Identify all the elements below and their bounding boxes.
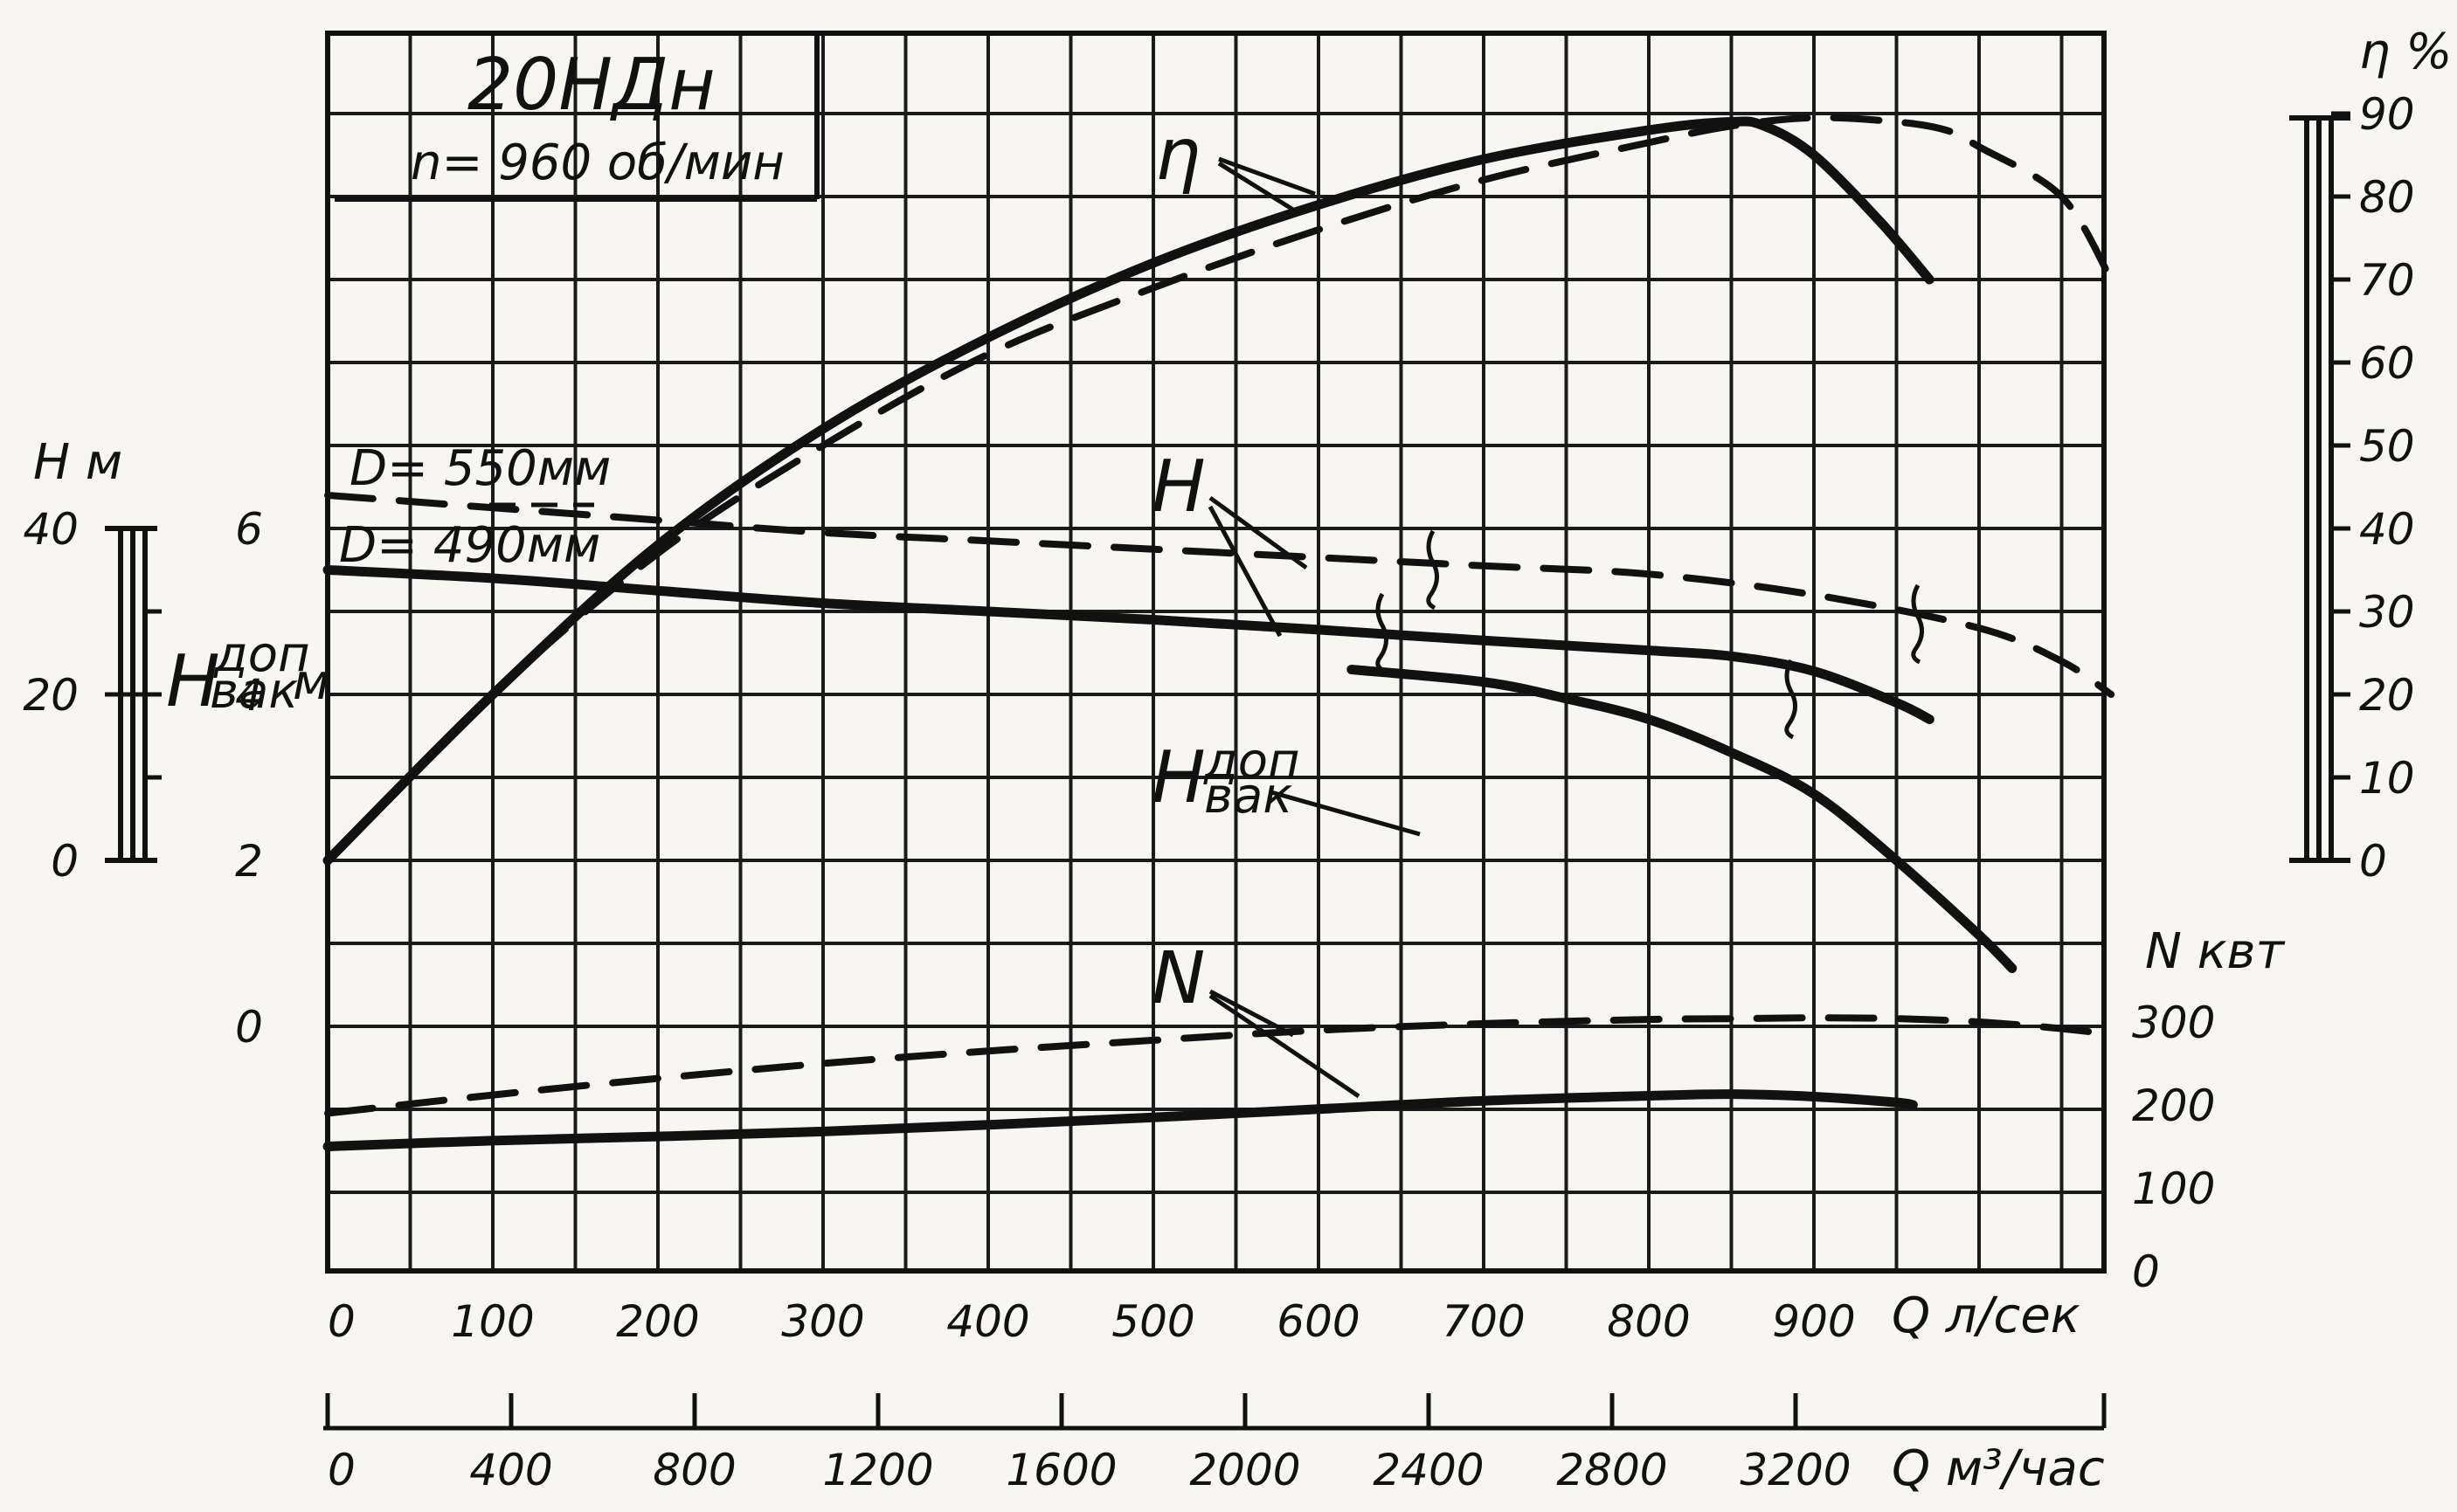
axis-title-q-m3h: Q м³/час (1892, 1440, 2105, 1497)
tick-labels: 0 100 200 300 400 500 600 700 800 900010203040506… (23, 89, 2414, 1347)
axis-title-h: Н м (33, 434, 122, 491)
hvac-tick-label: 0 (235, 1002, 263, 1053)
eta-tick-label: 50 (2359, 421, 2415, 472)
axis-title-n: N квт (2145, 923, 2286, 980)
plot-frame (325, 31, 2107, 1274)
x2-tick-label: 1200 (822, 1445, 933, 1495)
x2-tick-label: 2400 (1373, 1445, 1484, 1495)
x-tick-label: 300 (781, 1296, 864, 1347)
x2-tick-label: 400 (469, 1445, 552, 1495)
n-tick-label: 300 (2132, 998, 2215, 1048)
series-H-solid (322, 565, 1934, 724)
axis-title-eta: η % (2359, 24, 2453, 80)
eta-tick-label: 60 (2359, 338, 2415, 389)
svg-text:доп: доп (1203, 733, 1300, 790)
x-tick-label: 700 (1442, 1296, 1525, 1347)
x2-tick-label: 1600 (1006, 1445, 1117, 1495)
eta-tick-label: 70 (2359, 255, 2415, 306)
n-tick-label: 100 (2132, 1163, 2215, 1214)
series-N-solid (322, 1089, 1918, 1151)
eta-tick-label: 30 (2359, 587, 2415, 638)
series-Hvac-solid (1346, 665, 2018, 973)
eta-tick-label: 0 (2359, 836, 2387, 887)
n-tick-label: 0 (2132, 1246, 2160, 1297)
x2-tick-label: 800 (653, 1445, 736, 1495)
x2-tick-label: 3200 (1740, 1445, 1851, 1495)
x2-tick-label: 0 (328, 1445, 356, 1495)
svg-text:Н: Н (1152, 736, 1206, 819)
grid (328, 33, 2104, 1271)
eta-tick-label: 10 (2359, 753, 2415, 804)
svg-text:Н: Н (166, 640, 220, 723)
curve-label-h: Н (1152, 445, 1206, 528)
scale-bar-right (2289, 115, 2350, 863)
curve-label-n: N (1152, 937, 1205, 1020)
secondary-x-axis: 0 400 800 1200 1600 2000 2400 2800 3200 Q м³/час (323, 1393, 2107, 1497)
h-tick-label: 0 (51, 836, 79, 887)
axis-title-hvac: Н доп вак м (166, 626, 329, 723)
label-d490: D= 490мм (339, 517, 600, 574)
hvac-tick-label: 2 (235, 836, 263, 887)
eta-tick-label: 40 (2359, 504, 2415, 555)
eta-tick-label: 90 (2359, 89, 2415, 140)
svg-text:вак: вак (210, 663, 298, 720)
x-tick-label: 200 (616, 1296, 699, 1347)
scale-bar-left (105, 526, 162, 863)
series-eta-dashed (324, 114, 2115, 864)
annotations: η Н Н доп вак N D= 550мм D= 490мм (339, 114, 1924, 1099)
label-d550: D= 550мм (350, 440, 611, 497)
chart-title: 20НДн (467, 44, 716, 127)
x-tick-label: 100 (451, 1296, 534, 1347)
svg-text:м: м (293, 654, 329, 711)
x-tick-label: 400 (946, 1296, 1029, 1347)
n-tick-label: 200 (2132, 1080, 2215, 1131)
h-tick-label: 20 (23, 670, 79, 721)
x-tick-label: 500 (1111, 1296, 1194, 1347)
eta-tick-label: 80 (2359, 172, 2415, 223)
curve-label-eta: η (1155, 114, 1201, 197)
curve-label-hvac: Н доп вак (1152, 733, 1300, 825)
x-tick-label: 600 (1277, 1296, 1360, 1347)
chart-subtitle: n= 960 об/мин (411, 135, 785, 191)
h-tick-label: 40 (23, 504, 79, 555)
axis-title-q-ls: Q л/сек (1892, 1288, 2080, 1344)
x2-tick-label: 2000 (1189, 1445, 1300, 1495)
curves (322, 114, 2115, 1151)
hvac-tick-label: 6 (235, 504, 263, 555)
series-N-dashed (324, 1014, 2115, 1117)
x-tick-label: 800 (1607, 1296, 1690, 1347)
series-eta-solid (322, 116, 1934, 866)
x2-tick-label: 2800 (1556, 1445, 1667, 1495)
svg-text:доп: доп (213, 626, 310, 683)
eta-tick-label: 20 (2359, 670, 2415, 721)
x-tick-label: 0 (328, 1296, 356, 1347)
hvac-tick-label: 4 (235, 670, 263, 721)
x-tick-label: 900 (1772, 1296, 1855, 1347)
title-block: 20НДн n= 960 об/мин (335, 33, 820, 202)
